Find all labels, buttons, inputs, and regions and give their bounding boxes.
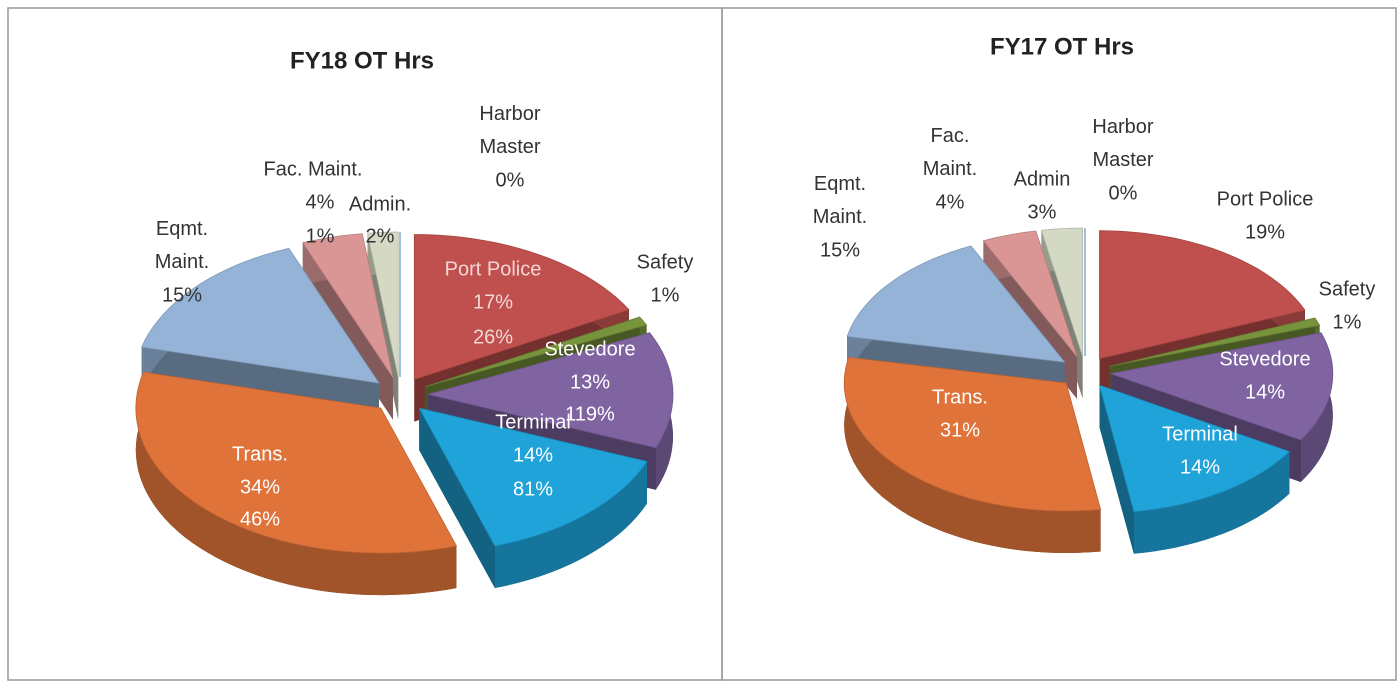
- value-label: 4%: [306, 191, 335, 213]
- value-label: 19%: [1245, 221, 1285, 243]
- slice-label: Safety: [637, 251, 694, 273]
- slice-side: [844, 357, 1101, 553]
- slice-top: [135, 371, 458, 554]
- slice-label: Admin: [1014, 168, 1071, 190]
- slice-top: [424, 316, 648, 388]
- slice-label: Terminal: [1162, 423, 1238, 445]
- slice-label: Harbor Master: [1092, 116, 1153, 171]
- slice-label: Admin.: [349, 193, 411, 215]
- slice-label: Fac. Maint.: [264, 158, 363, 180]
- slice-top: [846, 245, 1066, 363]
- value-label: 15%: [162, 284, 202, 306]
- slice-top: [1109, 332, 1334, 441]
- slice-label: Stevedore: [1219, 348, 1310, 370]
- slice-top: [1098, 384, 1291, 513]
- slice-side: [1133, 451, 1290, 554]
- slice-label: Eqmt. Maint.: [155, 218, 209, 273]
- annotation: 81%: [513, 478, 553, 500]
- slice-label: Harbor Master: [479, 103, 540, 158]
- annotation: 1%: [306, 225, 335, 247]
- slice: [843, 356, 1102, 553]
- value-label: 13%: [570, 371, 610, 393]
- slice-wall: [1099, 385, 1134, 554]
- slice-top: [982, 230, 1078, 358]
- slice: [418, 407, 648, 588]
- slice-side: [494, 461, 647, 588]
- annotation: 26%: [473, 326, 513, 348]
- value-label: 31%: [940, 419, 980, 441]
- slice-top: [1040, 227, 1083, 357]
- slice-top: [843, 356, 1102, 512]
- value-label: 1%: [1333, 311, 1362, 333]
- value-label: 17%: [473, 291, 513, 313]
- value-label: 2%: [366, 225, 395, 247]
- value-label: 15%: [820, 239, 860, 261]
- value-label: 14%: [1245, 381, 1285, 403]
- slice-label: Safety: [1319, 278, 1376, 300]
- value-label: 0%: [1109, 182, 1138, 204]
- annotation: 46%: [240, 508, 280, 530]
- slice-label: Trans.: [932, 386, 988, 408]
- slice-top: [413, 234, 630, 381]
- slice-wall: [419, 408, 495, 588]
- slice-top: [141, 247, 380, 384]
- slice-top: [367, 231, 399, 378]
- chart-title: FY18 OT Hrs: [290, 47, 434, 74]
- slice-label: Stevedore: [544, 338, 635, 360]
- slice-top: [302, 233, 394, 378]
- value-label: 14%: [513, 444, 553, 466]
- value-label: 0%: [496, 169, 525, 191]
- value-label: 34%: [240, 476, 280, 498]
- slice-top: [1109, 317, 1321, 367]
- annotation: 119%: [565, 403, 615, 425]
- slice-label: Terminal: [495, 411, 571, 433]
- slice-label: Port Police: [445, 258, 542, 280]
- slice-top: [1099, 230, 1306, 360]
- slice-side: [135, 372, 457, 596]
- value-label: 1%: [651, 284, 680, 306]
- chart-title: FY17 OT Hrs: [990, 33, 1134, 60]
- value-label: 14%: [1180, 456, 1220, 478]
- slice-top: [427, 332, 674, 449]
- slice: [1098, 384, 1291, 554]
- slice: [135, 371, 458, 596]
- panel: [721, 7, 1397, 681]
- slice-label: Eqmt. Maint.: [813, 173, 867, 228]
- slice-label: Port Police: [1217, 188, 1314, 210]
- slice-label: Fac. Maint.: [923, 125, 977, 180]
- slice-top: [418, 407, 648, 547]
- slice-label: Trans.: [232, 443, 288, 465]
- value-label: 4%: [936, 191, 965, 213]
- value-label: 3%: [1028, 201, 1057, 223]
